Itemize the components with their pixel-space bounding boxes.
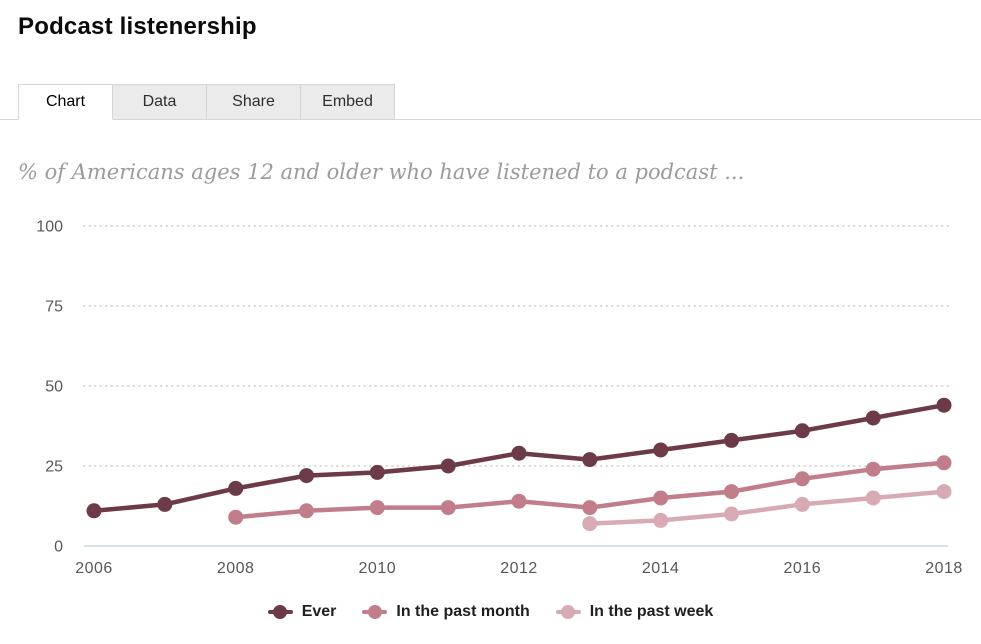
data-point-ever-2010[interactable] — [369, 464, 385, 480]
tab-bar: Chart Data Share Embed — [0, 83, 981, 120]
data-point-ever-2017[interactable] — [865, 410, 881, 426]
data-point-ever-2006[interactable] — [86, 503, 102, 519]
data-point-in-the-past-month-2011[interactable] — [440, 500, 456, 516]
legend-dot-icon — [561, 605, 576, 619]
legend-label: Ever — [301, 603, 337, 620]
data-point-in-the-past-month-2014[interactable] — [653, 490, 669, 506]
data-point-in-the-past-month-2013[interactable] — [582, 500, 598, 516]
legend-item-in-the-past-week[interactable]: In the past week — [555, 603, 714, 621]
series-line-in-the-past-week — [587, 489, 947, 526]
data-point-in-the-past-month-2017[interactable] — [865, 461, 881, 477]
data-point-in-the-past-month-2009[interactable] — [299, 503, 314, 519]
data-point-ever-2009[interactable] — [299, 468, 314, 484]
legend-label: In the past month — [396, 603, 530, 620]
x-tick-label-2016: 2016 — [784, 560, 822, 577]
chart-legend: Ever In the past month In the past week — [0, 603, 981, 621]
data-point-ever-2016[interactable] — [794, 423, 810, 439]
data-point-ever-2015[interactable] — [724, 432, 739, 448]
data-point-in-the-past-month-2016[interactable] — [794, 471, 810, 487]
data-point-in-the-past-week-2016[interactable] — [794, 496, 810, 512]
legend-dot-icon — [367, 605, 382, 619]
tab-embed[interactable]: Embed — [300, 84, 395, 120]
data-point-in-the-past-month-2010[interactable] — [369, 500, 385, 516]
x-tick-label-2006: 2006 — [75, 560, 113, 577]
legend-item-ever[interactable]: Ever — [267, 603, 337, 621]
x-tick-label-2008: 2008 — [217, 560, 255, 577]
data-point-in-the-past-month-2008[interactable] — [228, 509, 244, 525]
page-title: Podcast listenership — [18, 13, 257, 40]
legend-label: In the past week — [589, 603, 714, 620]
data-point-in-the-past-month-2015[interactable] — [724, 484, 739, 500]
y-tick-label-100: 100 — [36, 219, 63, 236]
y-tick-label-0: 0 — [54, 539, 63, 556]
legend-line-dot-icon — [362, 605, 388, 619]
x-tick-label-2010: 2010 — [359, 560, 397, 577]
data-point-in-the-past-month-2012[interactable] — [511, 493, 527, 509]
data-point-ever-2014[interactable] — [653, 442, 669, 458]
data-point-in-the-past-week-2017[interactable] — [865, 490, 881, 506]
y-tick-label-25: 25 — [45, 459, 63, 476]
tab-share[interactable]: Share — [206, 84, 301, 120]
data-point-ever-2011[interactable] — [440, 458, 456, 474]
tab-chart[interactable]: Chart — [18, 84, 113, 120]
data-point-in-the-past-month-2018[interactable] — [936, 455, 952, 471]
data-point-ever-2012[interactable] — [511, 445, 527, 461]
data-point-ever-2013[interactable] — [582, 452, 598, 468]
x-tick-label-2012: 2012 — [500, 560, 538, 577]
data-point-ever-2008[interactable] — [228, 480, 244, 496]
y-tick-label-75: 75 — [45, 299, 63, 316]
chart-subtitle: % of Americans ages 12 and older who hav… — [18, 160, 745, 184]
data-point-ever-2007[interactable] — [157, 496, 173, 512]
x-tick-label-2018: 2018 — [925, 560, 963, 577]
legend-item-in-the-past-month[interactable]: In the past month — [362, 603, 530, 621]
data-point-in-the-past-week-2014[interactable] — [653, 512, 669, 528]
y-tick-label-50: 50 — [45, 379, 63, 396]
legend-line-dot-icon — [555, 605, 581, 619]
tab-data[interactable]: Data — [112, 84, 207, 120]
data-point-in-the-past-week-2013[interactable] — [582, 516, 598, 532]
legend-dot-icon — [273, 605, 288, 619]
x-tick-label-2014: 2014 — [642, 560, 680, 577]
data-point-in-the-past-week-2015[interactable] — [724, 506, 739, 522]
data-point-in-the-past-week-2018[interactable] — [936, 484, 952, 500]
legend-line-dot-icon — [267, 605, 293, 619]
data-point-ever-2018[interactable] — [936, 397, 952, 413]
